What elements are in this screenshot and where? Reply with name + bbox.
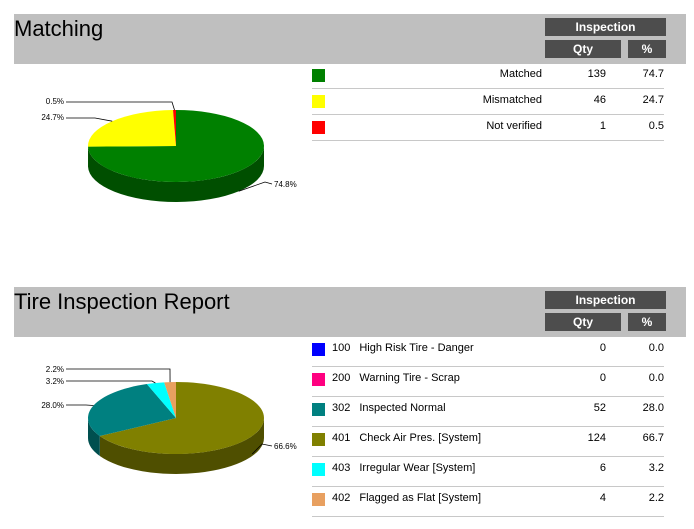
pie-leader-line — [66, 117, 113, 122]
matching-inspection-header: Inspection — [545, 18, 666, 36]
legend-label: Mismatched — [482, 94, 542, 106]
legend-code: 200 — [332, 372, 351, 384]
legend-text: Flagged as Flat [System] — [359, 492, 482, 504]
legend-swatch — [312, 463, 325, 476]
tire-title: Tire Inspection Report — [14, 289, 230, 314]
pie-slice-flagged-as-flat-system- — [164, 382, 176, 418]
legend-swatch — [312, 433, 325, 446]
legend-swatch — [312, 343, 325, 356]
matching-qty-header: Qty — [545, 40, 621, 58]
pie-leader-line — [66, 368, 171, 383]
pie-sides — [88, 146, 265, 202]
legend-text: Inspected Normal — [359, 402, 446, 414]
legend-pct: 0.0 — [648, 372, 664, 384]
legend-pct: 28.0 — [642, 402, 664, 414]
legend-code: 100 — [332, 342, 351, 354]
legend-row: 302 Inspected Normal 52 28.0 — [312, 397, 664, 427]
pie-sides — [88, 418, 264, 474]
matching-title: Matching — [14, 16, 104, 41]
tire-pct-header: % — [628, 313, 666, 331]
legend-pct: 74.7 — [642, 68, 664, 80]
legend-qty: 1 — [599, 120, 606, 132]
legend-label: 401 Check Air Pres. [System] — [332, 432, 481, 444]
legend-qty: 124 — [587, 432, 606, 444]
pie-leader-line — [66, 101, 175, 111]
legend-text: Irregular Wear [System] — [359, 462, 476, 474]
legend-label: 200 Warning Tire - Scrap — [332, 372, 460, 384]
legend-pct: 2.2 — [648, 492, 664, 504]
legend-code: 402 — [332, 492, 351, 504]
matching-pct-header: % — [628, 40, 666, 58]
legend-row: 100 High Risk Tire - Danger 0 0.0 — [312, 337, 664, 367]
tire-qty-header: Qty — [545, 313, 621, 331]
pie-leader-line — [238, 181, 273, 192]
legend-label: 402 Flagged as Flat [System] — [332, 492, 481, 504]
legend-label: 403 Irregular Wear [System] — [332, 462, 475, 474]
legend-pct: 3.2 — [648, 462, 664, 474]
pie-data-label: 2.2% — [46, 365, 64, 374]
pie-leader-line — [66, 380, 156, 384]
pie-side-2-3 — [99, 418, 264, 474]
legend-swatch — [312, 95, 325, 108]
legend-swatch — [312, 493, 325, 506]
pie-side-2-2 — [88, 418, 100, 456]
pie-data-label: 0.5% — [46, 97, 64, 106]
pie-data-label: 74.8% — [274, 180, 297, 189]
legend-text: Warning Tire - Scrap — [359, 372, 460, 384]
legend-row: 200 Warning Tire - Scrap 0 0.0 — [312, 367, 664, 397]
legend-pct: 0.5 — [648, 120, 664, 132]
tire-inspection-header: Inspection — [545, 291, 666, 309]
legend-qty: 0 — [599, 342, 606, 354]
matching-pie-chart: 74.8% 24.7% 0.5% — [41, 97, 297, 202]
legend-text: High Risk Tire - Danger — [359, 342, 474, 354]
pie-data-label: 66.6% — [274, 442, 297, 451]
legend-swatch — [312, 69, 325, 82]
legend-code: 401 — [332, 432, 351, 444]
pie-side-1-0 — [88, 146, 265, 202]
legend-qty: 4 — [599, 492, 606, 504]
pie-leader-line — [251, 443, 273, 455]
pie-slice-inspected-normal — [88, 384, 176, 436]
legend-pct: 0.0 — [648, 342, 664, 354]
legend-label: Matched — [499, 68, 542, 80]
legend-label: 302 Inspected Normal — [332, 402, 446, 414]
pie-slice-not-verified — [173, 110, 176, 146]
legend-row: Mismatched 46 24.7 — [312, 89, 664, 115]
legend-swatch — [312, 121, 325, 134]
legend-row: Matched 139 74.7 — [312, 63, 664, 89]
pie-slice-irregular-wear-system- — [146, 382, 176, 418]
legend-qty: 52 — [593, 402, 606, 414]
legend-code: 403 — [332, 462, 351, 474]
pie-slice-matched — [88, 110, 265, 182]
legend-row: 401 Check Air Pres. [System] 124 66.7 — [312, 427, 664, 457]
legend-row: 403 Irregular Wear [System] 6 3.2 — [312, 457, 664, 487]
legend-text: Check Air Pres. [System] — [359, 432, 482, 444]
legend-swatch — [312, 403, 325, 416]
legend-row: 402 Flagged as Flat [System] 4 2.2 — [312, 487, 664, 517]
legend-label: 100 High Risk Tire - Danger — [332, 342, 474, 354]
pie-data-label: 3.2% — [46, 377, 64, 386]
legend-row: Not verified 1 0.5 — [312, 115, 664, 141]
pie-data-label: 24.7% — [41, 113, 64, 122]
legend-qty: 46 — [593, 94, 606, 106]
legend-qty: 0 — [599, 372, 606, 384]
pie-slice-check-air-pres-system- — [99, 382, 264, 454]
legend-qty: 139 — [587, 68, 606, 80]
pie-data-label: 28.0% — [41, 401, 64, 410]
legend-label: Not verified — [486, 120, 542, 132]
legend-code: 302 — [332, 402, 351, 414]
legend-pct: 66.7 — [642, 432, 664, 444]
tire-pie-chart: 66.6% 28.0% 3.2% 2.2% — [41, 365, 297, 474]
legend-swatch — [312, 373, 325, 386]
pie-slice-mismatched — [88, 110, 176, 147]
legend-qty: 6 — [599, 462, 606, 474]
legend-pct: 24.7 — [642, 94, 664, 106]
